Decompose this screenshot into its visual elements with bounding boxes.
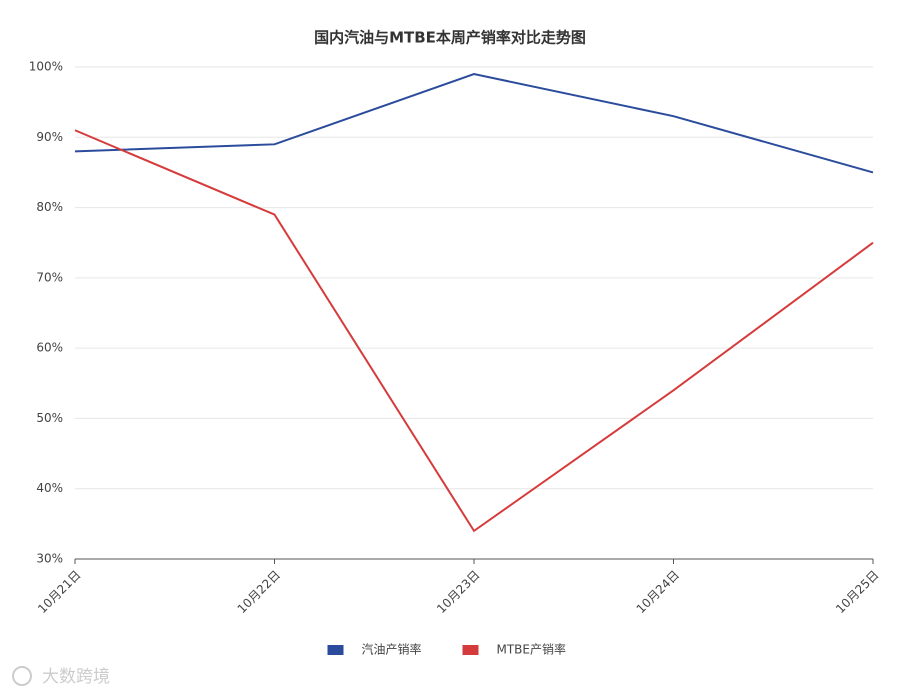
y-tick-label: 30% [36, 552, 63, 566]
y-tick-label: 90% [36, 130, 63, 144]
y-tick-label: 60% [36, 341, 63, 355]
y-tick-label: 70% [36, 270, 63, 284]
y-tick-label: 50% [36, 411, 63, 425]
legend-label: MTBE产销率 [497, 642, 567, 657]
watermark: 大数跨境 [42, 667, 110, 687]
chart-title: 国内汽油与MTBE本周产销率对比走势图 [314, 29, 586, 47]
x-tick-label: 10月21日 [35, 568, 83, 616]
y-tick-label: 40% [36, 481, 63, 495]
series-line [74, 72, 874, 174]
x-tick-label: 10月23日 [434, 568, 482, 616]
x-tick-label: 10月25日 [833, 568, 881, 616]
legend-swatch [462, 645, 479, 655]
x-tick-label: 10月24日 [634, 568, 682, 616]
legend-swatch [327, 645, 344, 655]
y-tick-label: 100% [29, 60, 63, 74]
legend-label: 汽油产销率 [362, 642, 422, 657]
y-tick-label: 80% [36, 200, 63, 214]
x-tick-label: 10月22日 [235, 568, 283, 616]
series-line [74, 129, 874, 533]
watermark-icon [12, 666, 32, 686]
